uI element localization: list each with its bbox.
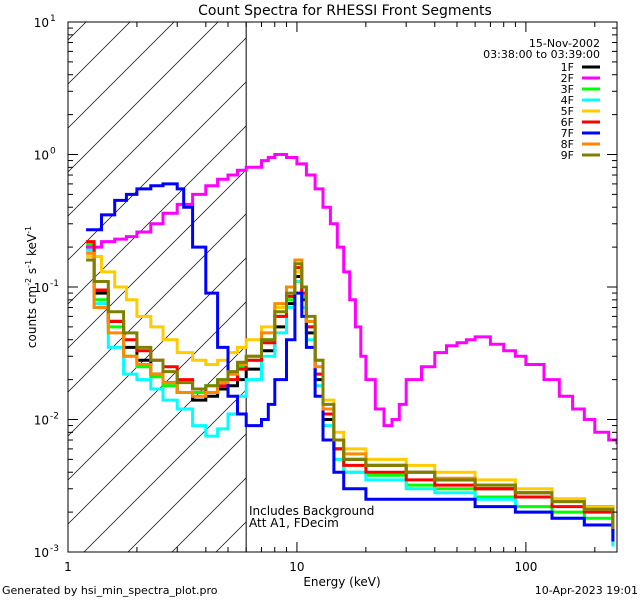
y-tick-exponent: -2 [50, 412, 59, 422]
hatch-line [68, 22, 131, 85]
series-line-9F [86, 258, 615, 529]
y-tick-label: 10 [34, 414, 49, 428]
observation-date: 15-Nov-2002 [529, 37, 600, 50]
y-tick-label: 10 [34, 281, 49, 295]
y-label-part-e: keV [25, 233, 39, 260]
legend-label-7F: 7F [561, 127, 574, 140]
y-tick-label: 10 [34, 546, 49, 560]
legend-label-2F: 2F [561, 72, 574, 85]
series-line-4F [86, 248, 615, 547]
hatch-line [0, 0, 28, 552]
axis-ticks [67, 21, 617, 553]
x-tick-label: 1 [64, 560, 72, 574]
x-axis-label: Energy (keV) [303, 575, 380, 589]
y-tick-exponent: -1 [50, 279, 59, 289]
footer-timestamp: 10-Apr-2023 19:01 [535, 584, 638, 597]
hatch-line [215, 521, 247, 552]
y-tick-label: 10 [34, 149, 49, 163]
footer-generated-by: Generated by hsi_min_spectra_plot.pro [2, 584, 218, 597]
chart-title: Count Spectra for RHESSI Front Segments [198, 3, 492, 19]
y-label-part-b: -2 [24, 278, 33, 286]
series-line-2F [86, 153, 617, 445]
x-tick-label: 10 [289, 560, 304, 574]
x-tick-labels: 1 10 100 [64, 560, 537, 574]
y-label-part-c: s [25, 268, 39, 278]
y-tick-exponent: 0 [50, 147, 56, 157]
legend-label-8F: 8F [561, 138, 574, 151]
hatch-line [127, 433, 247, 552]
observation-time-range: 03:38:00 to 03:39:00 [483, 48, 600, 61]
hatch-line [260, 0, 640, 552]
hatch-line [68, 213, 247, 393]
hatch-line [68, 37, 247, 217]
x-tick-label: 100 [514, 560, 537, 574]
y-label-part-f: -1 [24, 226, 33, 234]
hatch-line [68, 345, 247, 525]
hatch-line [68, 81, 247, 261]
series-line-7F [86, 182, 615, 542]
hatch-line [68, 22, 175, 129]
y-tick-exponent: -3 [50, 544, 59, 554]
series-group [86, 153, 617, 547]
hatched-region [0, 0, 640, 552]
y-tick-exponent: 1 [50, 14, 56, 24]
y-label-part-a: counts cm [25, 286, 39, 348]
hatch-line [68, 301, 247, 481]
legend-label-9F: 9F [561, 149, 574, 162]
legend-label-5F: 5F [561, 105, 574, 118]
hatch-line [68, 22, 87, 41]
legend-label-6F: 6F [561, 116, 574, 129]
hatch-line [68, 22, 219, 173]
y-axis-label: counts cm-2 s-1 keV-1 [24, 226, 39, 348]
legend-label-1F: 1F [561, 61, 574, 74]
hatch-line [83, 389, 247, 552]
legend-label-4F: 4F [561, 94, 574, 107]
hatch-line [348, 0, 640, 552]
y-label-part-d: -1 [24, 260, 33, 268]
annotation-attenuator: Att A1, FDecim [249, 516, 339, 530]
annotation-background: Includes Background [249, 504, 374, 518]
y-tick-label: 10 [34, 16, 49, 30]
hatch-line [68, 257, 247, 437]
hatch-line [68, 169, 247, 349]
hatch-line [304, 0, 640, 552]
hatch-line [68, 125, 247, 305]
legend-label-3F: 3F [561, 83, 574, 96]
